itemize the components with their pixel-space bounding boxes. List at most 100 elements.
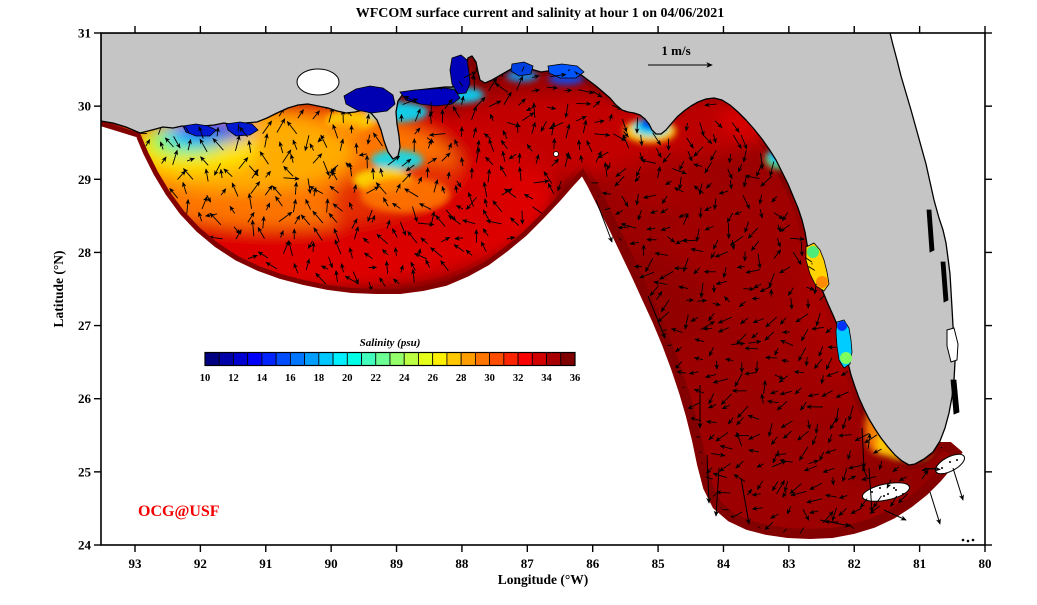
current-vector: [815, 312, 821, 327]
current-vector: [717, 316, 733, 324]
current-vector: [767, 423, 773, 437]
current-vector: [508, 153, 517, 160]
current-vector: [592, 100, 601, 108]
current-vector: [401, 158, 412, 167]
current-vector: [811, 326, 824, 331]
current-vector: [636, 166, 642, 177]
current-vector: [331, 170, 338, 181]
current-vector: [790, 236, 805, 242]
current-vector: [652, 132, 661, 146]
y-tick-label: 31: [78, 26, 91, 41]
current-vector: [702, 134, 713, 145]
boundary-current-vector: [647, 295, 666, 339]
boundary-current-vector: [740, 477, 751, 525]
current-vector: [734, 210, 743, 215]
current-vector: [759, 286, 772, 292]
current-vector: [841, 418, 847, 430]
current-vector: [799, 241, 805, 257]
current-vector: [506, 235, 516, 241]
current-vector: [548, 122, 564, 130]
x-tick-label: 86: [586, 556, 600, 571]
current-vector: [787, 287, 794, 296]
current-vector: [670, 328, 683, 333]
colorbar-segment: [375, 352, 391, 366]
current-vector: [441, 185, 446, 194]
current-vector: [712, 301, 721, 307]
current-vector: [660, 226, 671, 231]
current-vector: [411, 206, 418, 223]
current-vector: [235, 229, 242, 240]
current-vector: [312, 210, 324, 224]
current-vector: [247, 192, 253, 209]
current-vector: [582, 119, 588, 134]
current-vector: [697, 298, 708, 304]
credit-text: OCG@USF: [138, 503, 220, 520]
current-vector: [737, 164, 743, 173]
current-vector: [818, 346, 824, 357]
current-vector: [425, 259, 431, 268]
salinity-blob: [610, 150, 710, 210]
current-vector: [765, 316, 778, 328]
current-vector: [531, 121, 537, 134]
current-vector: [782, 212, 789, 222]
colorbar-tick-label: 20: [342, 373, 353, 384]
current-vector: [383, 197, 389, 207]
current-vector: [756, 162, 764, 177]
current-vector: [300, 214, 311, 226]
current-vector: [532, 74, 540, 80]
current-vector: [329, 185, 339, 194]
current-vector: [220, 188, 227, 196]
current-vector: [762, 379, 768, 394]
current-vector: [375, 182, 387, 195]
current-vector: [705, 182, 712, 189]
colorbar-segment: [261, 352, 277, 366]
current-vector: [322, 160, 330, 177]
salinity-blob: [807, 246, 819, 258]
current-vector: [575, 115, 587, 122]
current-vector: [348, 247, 354, 259]
plot-frame: [100, 32, 986, 546]
current-vector: [231, 182, 239, 197]
colorbar-tick-label: 28: [456, 373, 467, 384]
current-vector: [789, 483, 802, 494]
current-vector: [715, 280, 728, 286]
current-vector: [522, 112, 535, 122]
current-vector: [292, 198, 298, 213]
current-vector: [183, 168, 194, 180]
current-vector: [698, 183, 703, 196]
island-speck: [895, 489, 897, 491]
current-vector: [682, 238, 698, 244]
current-vector: [304, 135, 310, 152]
x-tick-label: 92: [194, 556, 207, 571]
current-vector: [518, 98, 526, 106]
current-vector: [704, 373, 717, 379]
current-vector: [771, 436, 778, 446]
current-vector: [848, 475, 857, 481]
current-vector: [684, 123, 690, 132]
current-vector: [441, 152, 451, 162]
island-speck: [949, 461, 951, 463]
current-vector: [808, 459, 820, 465]
colorbar-segment: [446, 352, 462, 366]
current-vector: [440, 260, 449, 272]
colorbar-tick-label: 26: [427, 373, 438, 384]
current-vector: [639, 134, 644, 147]
current-vector: [811, 435, 817, 446]
current-vector: [543, 171, 553, 184]
current-vector: [892, 466, 900, 472]
colorbar-tick-label: 12: [228, 373, 239, 384]
current-vector: [707, 403, 717, 409]
colorbar-segment: [432, 352, 448, 366]
current-vector: [440, 236, 451, 243]
current-vector: [748, 339, 762, 345]
x-tick-label: 81: [913, 556, 926, 571]
y-tick-label: 24: [78, 538, 92, 553]
current-vector: [781, 329, 790, 335]
colorbar-segment: [560, 352, 576, 366]
current-vector: [540, 120, 547, 132]
current-vector: [693, 356, 704, 362]
island-speck: [941, 467, 943, 469]
current-vector: [751, 332, 759, 339]
current-vector: [783, 481, 789, 493]
current-vector: [320, 134, 328, 148]
